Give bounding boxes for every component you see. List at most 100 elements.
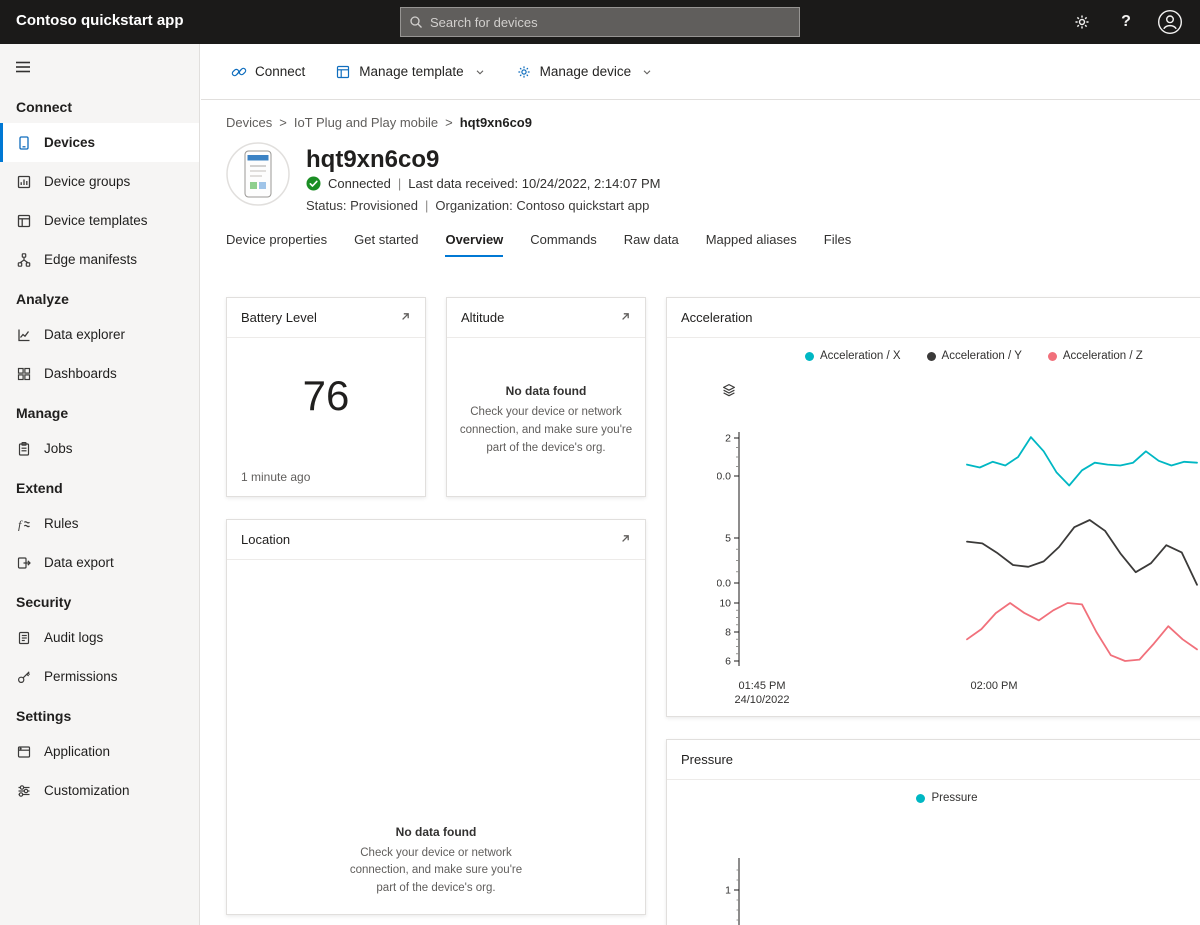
sidebar-item-audit-logs[interactable]: Audit logs <box>0 618 199 657</box>
device-search-box[interactable] <box>400 7 800 37</box>
sidebar-section-security: Security <box>16 594 72 610</box>
sidebar-section-analyze: Analyze <box>16 291 69 307</box>
stacked-axes-toggle[interactable] <box>721 382 737 398</box>
legend-dot <box>1047 351 1057 361</box>
legend-label: Pressure <box>931 792 978 804</box>
expand-icon <box>402 313 409 320</box>
sidebar-item-label: Device groups <box>44 174 131 189</box>
tab-overview[interactable]: Overview <box>445 232 504 257</box>
legend-dot <box>916 793 926 803</box>
collapse-nav-button[interactable] <box>0 44 46 87</box>
application-icon <box>16 744 32 760</box>
device-meta-line: Status: Provisioned | Organization: Cont… <box>306 198 649 213</box>
sidebar-item-devices[interactable]: Devices <box>0 123 199 162</box>
sidebar-item-label: Permissions <box>44 669 118 684</box>
account-icon <box>1157 9 1183 35</box>
selected-indicator <box>0 123 3 162</box>
last-data-received: Last data received: 10/24/2022, 2:14:07 … <box>408 176 661 191</box>
no-data-message: No data found Check your device or netwo… <box>227 825 645 898</box>
command-bar: Connect Manage template Manage device <box>201 44 1200 100</box>
manage-template-button[interactable]: Manage template <box>335 64 485 80</box>
help-button[interactable]: ? <box>1104 0 1148 44</box>
account-button[interactable] <box>1148 0 1192 44</box>
search-icon <box>410 16 422 28</box>
sidebar-item-application[interactable]: Application <box>0 732 199 771</box>
legend-label: Acceleration / Z <box>1062 350 1143 362</box>
svg-text:f: f <box>18 517 23 531</box>
location-tile: Location No data found Check your device… <box>226 519 646 915</box>
help-icon: ? <box>1121 13 1131 30</box>
search-input[interactable] <box>423 14 799 30</box>
topbar-actions: ? <box>1060 0 1192 44</box>
separator: | <box>425 198 429 213</box>
connected-check-icon <box>306 176 321 191</box>
legend-item-acceleration-y[interactable]: Acceleration / Y <box>926 350 1022 362</box>
legend-item-acceleration-x[interactable]: Acceleration / X <box>805 350 901 362</box>
battery-level-tile: Battery Level 76 1 minute ago <box>226 297 426 497</box>
sidebar-section-settings: Settings <box>16 708 72 724</box>
sidebar-item-label: Jobs <box>44 441 73 456</box>
tab-mapped-aliases[interactable]: Mapped aliases <box>706 232 797 257</box>
sidebar-item-data-explorer[interactable]: Data explorer <box>0 315 199 354</box>
expand-tile-button[interactable] <box>398 311 411 324</box>
sidebar-item-label: Rules <box>44 516 79 531</box>
sidebar-item-device-templates[interactable]: Device templates <box>0 201 199 240</box>
svg-text:0.0: 0.0 <box>717 578 731 590</box>
device-groups-icon <box>16 174 32 190</box>
battery-level-value: 76 <box>302 372 350 419</box>
no-data-title: No data found <box>505 384 587 398</box>
breadcrumb-devices[interactable]: Devices <box>226 115 273 130</box>
svg-text:10: 10 <box>719 598 731 610</box>
expand-tile-button[interactable] <box>618 533 631 546</box>
sidebar-item-customization[interactable]: Customization <box>0 771 199 810</box>
acceleration-tile: Acceleration Acceleration / X Accelerati… <box>666 297 1200 717</box>
device-name: hqt9xn6co9 <box>306 146 440 173</box>
hamburger-icon <box>16 61 30 73</box>
pressure-tile: Pressure Pressure 1 <box>666 739 1200 925</box>
sidebar-item-data-export[interactable]: Data export <box>0 543 199 582</box>
connect-button[interactable]: Connect <box>231 64 305 80</box>
chevron-down-icon <box>474 66 486 78</box>
sidebar-item-jobs[interactable]: Jobs <box>0 429 199 468</box>
tab-commands[interactable]: Commands <box>530 232 596 257</box>
svg-text:5: 5 <box>725 533 731 545</box>
main-content: Connect Manage template Manage device De… <box>201 44 1200 925</box>
tab-get-started[interactable]: Get started <box>354 232 418 257</box>
tile-title: Altitude <box>461 310 505 325</box>
tab-raw-data[interactable]: Raw data <box>624 232 679 257</box>
no-data-title: No data found <box>395 824 477 839</box>
tile-title: Location <box>241 532 291 547</box>
breadcrumb-template[interactable]: IoT Plug and Play mobile <box>293 115 439 130</box>
legend-item-pressure[interactable]: Pressure <box>916 792 978 804</box>
gear-icon <box>1075 15 1089 29</box>
settings-button[interactable] <box>1060 0 1104 44</box>
tab-device-properties[interactable]: Device properties <box>226 232 327 257</box>
legend-item-acceleration-z[interactable]: Acceleration / Z <box>1047 350 1143 362</box>
sidebar-item-edge-manifests[interactable]: Edge manifests <box>0 240 199 279</box>
manage-device-button[interactable]: Manage device <box>516 64 654 80</box>
legend-label: Acceleration / X <box>820 350 901 362</box>
connection-status: Connected <box>328 176 391 191</box>
expand-tile-button[interactable] <box>618 311 631 324</box>
device-status-line: Connected | Last data received: 10/24/20… <box>306 176 661 191</box>
connect-label: Connect <box>255 64 306 79</box>
sidebar-item-dashboards[interactable]: Dashboards <box>0 354 199 393</box>
sidebar-item-rules[interactable]: f Rules <box>0 504 199 543</box>
permissions-icon <box>16 669 32 685</box>
no-data-message: No data found Check your device or netwo… <box>447 338 645 457</box>
layers-icon <box>723 384 735 397</box>
sidebar-section-extend: Extend <box>16 480 63 496</box>
no-data-description: Check your device or network connection,… <box>349 846 523 895</box>
sidebar-item-permissions[interactable]: Permissions <box>0 657 199 696</box>
svg-text:8: 8 <box>725 627 731 639</box>
devices-icon <box>16 135 32 151</box>
tab-files[interactable]: Files <box>824 232 851 257</box>
sidebar-item-device-groups[interactable]: Device groups <box>0 162 199 201</box>
manage-device-icon <box>516 64 532 80</box>
device-tabs: Device properties Get started Overview C… <box>226 232 851 257</box>
sidebar-item-label: Audit logs <box>44 630 104 645</box>
sidebar-item-label: Data explorer <box>44 327 126 342</box>
x-axis-tick: 01:45 PM 24/10/2022 <box>734 680 790 706</box>
sidebar-section-connect: Connect <box>16 99 72 115</box>
